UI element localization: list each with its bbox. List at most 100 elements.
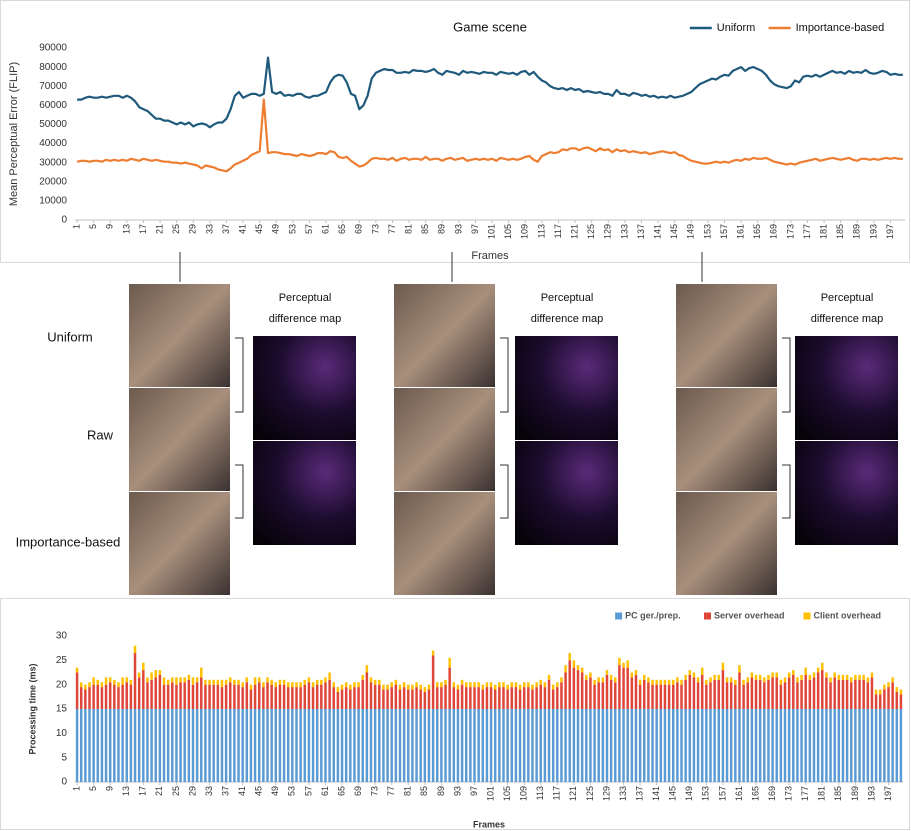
bar-segment [817,709,819,782]
bar-segment [900,694,902,709]
bar-segment [829,677,831,682]
bar-segment [664,680,666,685]
bar-segment [813,709,815,782]
bar-segment [614,677,616,682]
bar-segment [511,709,513,782]
bar-segment [101,687,103,709]
legend-label: Server overhead [714,610,785,620]
bar-segment [440,687,442,709]
bar-segment [589,677,591,709]
bar-segment [204,685,206,709]
bar-segment [192,677,194,684]
x-tick-label: 17 [138,224,148,234]
bar-segment [838,709,840,782]
x-tick-label: 125 [585,786,595,801]
y-tick-label: 0 [61,215,67,226]
bar-segment [833,677,835,709]
image-panels: Perceptualdifference mapPerceptualdiffer… [16,252,898,595]
bar-segment [113,709,115,782]
bar-segment [610,680,612,709]
bar-segment [283,685,285,709]
bar-segment [225,685,227,709]
bar-segment [788,677,790,709]
bar-segment [618,658,620,665]
bar-segment [506,685,508,690]
bar-segment [846,675,848,680]
row-label: Raw [87,427,114,442]
bar-segment [817,668,819,673]
bar-segment [428,690,430,709]
bar-segment [535,709,537,782]
bar-segment [163,677,165,684]
bar-segment [498,682,500,687]
bar-segment [126,709,128,782]
bar-segment [535,687,537,709]
bar-segment [142,663,144,670]
bar-segment [833,709,835,782]
bar-segment [722,670,724,709]
bar-segment [506,709,508,782]
bar-segment [204,680,206,685]
bar-segment [896,692,898,709]
bar-segment [333,709,335,782]
x-tick-label: 185 [833,786,843,801]
bar-segment [891,709,893,782]
bar-segment [328,673,330,680]
map-title: difference map [269,313,342,325]
bar-segment [403,687,405,709]
bar-segment [436,709,438,782]
bar-segment [709,709,711,782]
bar-segment [593,685,595,709]
bar-segment [643,709,645,782]
bar-segment [97,685,99,709]
bar-segment [606,675,608,709]
x-axis-title: Frames [473,819,505,829]
x-tick-label: 73 [370,786,380,796]
bar-segment [217,709,219,782]
bar-segment [163,709,165,782]
bar-segment [341,685,343,690]
x-tick-label: 141 [652,224,662,239]
bar-segment [448,668,450,709]
bar-segment [540,680,542,685]
bar-segment [208,685,210,709]
bar-segment [660,685,662,709]
bar-segment [403,682,405,687]
bar-segment [386,709,388,782]
x-tick-label: 185 [835,224,845,239]
x-tick-label: 85 [420,224,430,234]
bar-segment [221,680,223,687]
bar-segment [771,673,773,678]
bar-segment [792,675,794,709]
bar-segment [117,709,119,782]
bar-segment [556,687,558,709]
bar-segment [183,677,185,682]
bar-segment [275,709,277,782]
bar-segment [134,646,136,653]
y-tick-label: 60000 [39,100,67,111]
bar-segment [755,709,757,782]
bar-segment [411,709,413,782]
bar-segment [399,685,401,690]
bar-segment [602,709,604,782]
bar-segment [647,682,649,709]
bar-segment [101,682,103,687]
bar-segment [353,682,355,687]
bar-segment [200,709,202,782]
bar-segment [597,682,599,709]
y-tick-label: 0 [61,777,67,788]
bar-segment [535,682,537,687]
x-tick-label: 157 [719,224,729,239]
bar-segment [333,687,335,709]
x-tick-label: 37 [220,786,230,796]
bar-segment [386,690,388,709]
bar-segment [283,680,285,685]
x-tick-label: 105 [503,224,513,239]
bar-segment [134,709,136,782]
bar-segment [171,682,173,709]
bar-segment [581,673,583,710]
x-tick-label: 49 [270,786,280,796]
bar-segment [154,677,156,709]
bar-segment [308,682,310,709]
x-tick-label: 129 [601,786,611,801]
